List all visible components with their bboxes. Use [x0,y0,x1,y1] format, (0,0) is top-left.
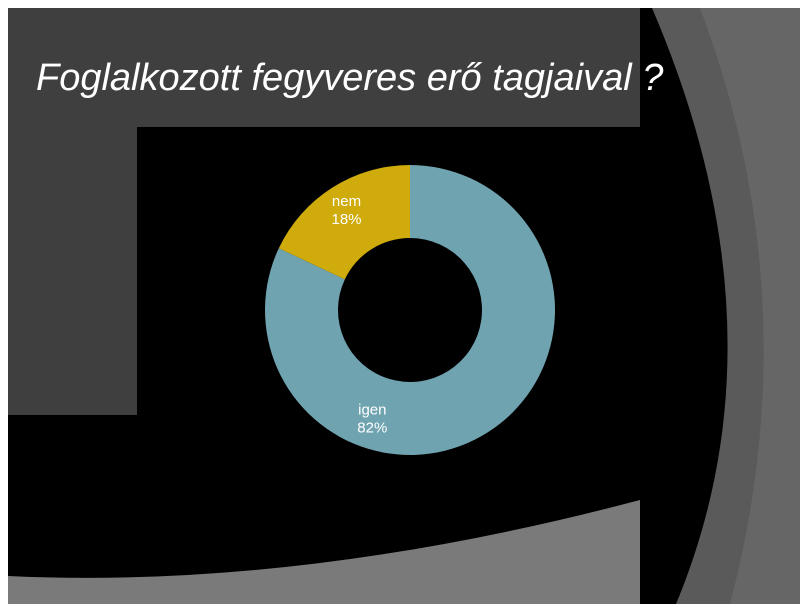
segment-category-label: igen [358,401,386,418]
bottom-curve [8,500,640,604]
title-band [8,8,640,127]
side-block [8,127,137,415]
right-curve-light [700,8,800,604]
segment-value-label: 82% [357,419,387,436]
segment-category-label: nem [332,193,361,210]
donut-segment [265,165,555,456]
donut-segment [278,165,410,280]
chart-title: Foglalkozott fegyveres erő tagjaival ? [36,57,664,99]
segment-value-label: 18% [331,211,361,228]
